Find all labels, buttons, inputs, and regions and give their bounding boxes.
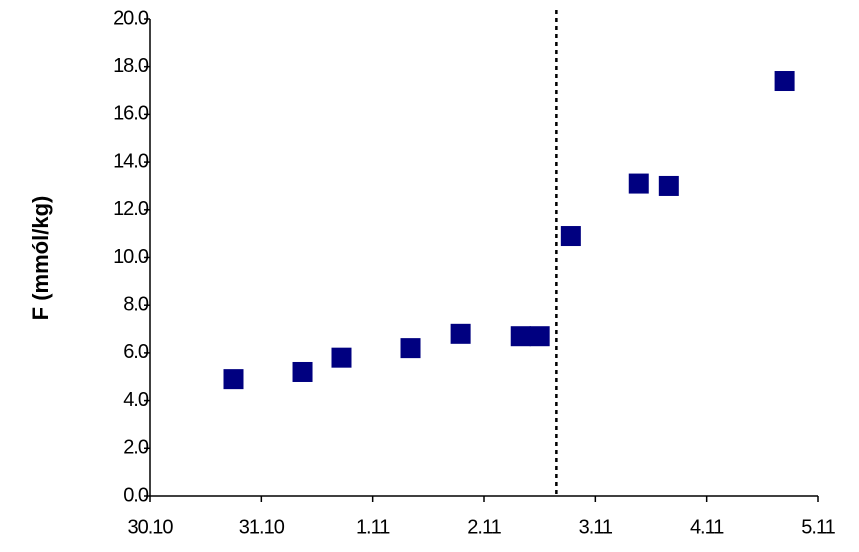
y-tick-label: 0.0 — [123, 484, 149, 506]
y-tick-label: 18.0 — [113, 55, 149, 77]
x-tick-label: 31.10 — [239, 516, 285, 538]
y-axis-title: F (mmól/kg) — [28, 196, 53, 321]
y-tick-label: 20.0 — [113, 7, 149, 29]
point — [529, 326, 550, 347]
point — [774, 71, 795, 92]
y-tick-label: 8.0 — [123, 293, 149, 315]
point — [628, 173, 649, 194]
point — [560, 226, 581, 247]
point — [510, 326, 531, 347]
x-tick-label: 5.11 — [801, 516, 835, 538]
x-tick-label: 30.10 — [127, 516, 173, 538]
point — [450, 323, 471, 344]
y-tick-label: 6.0 — [123, 341, 149, 363]
y-tick-label: 14.0 — [113, 150, 149, 172]
point — [400, 338, 421, 359]
point — [223, 369, 244, 390]
y-tick-label: 2.0 — [123, 437, 149, 459]
point — [292, 361, 313, 382]
y-tick-label: 4.0 — [123, 389, 149, 411]
y-tick-label: 12.0 — [113, 198, 149, 220]
x-tick-label: 1.11 — [356, 516, 390, 538]
y-tick-label: 10.0 — [113, 246, 149, 268]
x-tick-label: 2.11 — [467, 516, 501, 538]
point — [658, 175, 679, 196]
x-tick-label: 3.11 — [579, 516, 613, 538]
y-tick-label: 16.0 — [113, 103, 149, 125]
x-tick-label: 4.11 — [690, 516, 724, 538]
point — [331, 347, 352, 368]
